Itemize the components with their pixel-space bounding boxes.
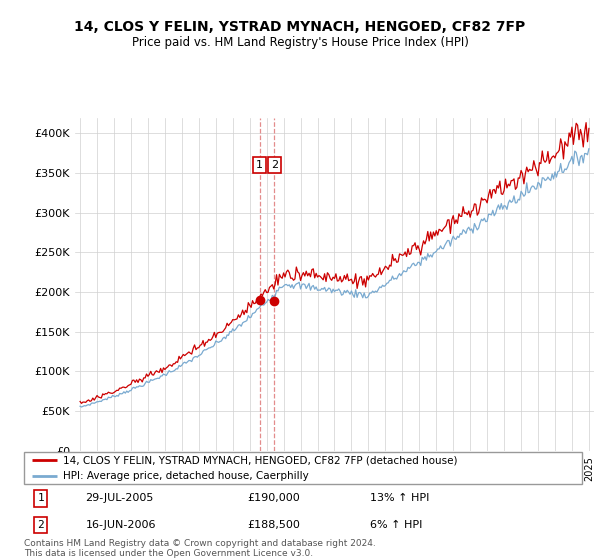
Text: 1: 1 (256, 160, 263, 170)
Text: 1: 1 (37, 493, 44, 503)
Text: 14, CLOS Y FELIN, YSTRAD MYNACH, HENGOED, CF82 7FP: 14, CLOS Y FELIN, YSTRAD MYNACH, HENGOED… (74, 20, 526, 34)
Text: HPI: Average price, detached house, Caerphilly: HPI: Average price, detached house, Caer… (63, 472, 309, 481)
Text: 13% ↑ HPI: 13% ↑ HPI (370, 493, 430, 503)
Text: 2: 2 (271, 160, 278, 170)
Text: 29-JUL-2005: 29-JUL-2005 (85, 493, 154, 503)
Text: £190,000: £190,000 (247, 493, 300, 503)
Text: 14, CLOS Y FELIN, YSTRAD MYNACH, HENGOED, CF82 7FP (detached house): 14, CLOS Y FELIN, YSTRAD MYNACH, HENGOED… (63, 455, 458, 465)
Text: £188,500: £188,500 (247, 520, 300, 530)
Text: 2: 2 (37, 520, 44, 530)
Text: 6% ↑ HPI: 6% ↑ HPI (370, 520, 422, 530)
FancyBboxPatch shape (24, 452, 582, 484)
Text: 16-JUN-2006: 16-JUN-2006 (85, 520, 156, 530)
Text: Contains HM Land Registry data © Crown copyright and database right 2024.
This d: Contains HM Land Registry data © Crown c… (24, 539, 376, 558)
Text: Price paid vs. HM Land Registry's House Price Index (HPI): Price paid vs. HM Land Registry's House … (131, 36, 469, 49)
